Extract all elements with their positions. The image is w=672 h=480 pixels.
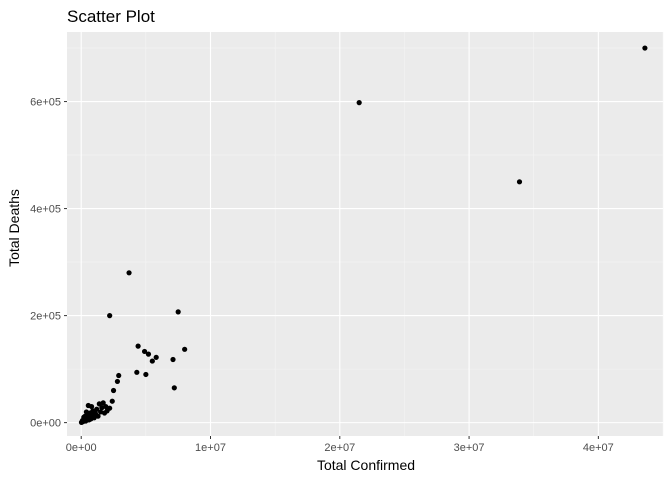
y-tick-label: 6e+05	[30, 97, 61, 109]
data-point	[98, 409, 104, 415]
data-point	[78, 419, 85, 425]
x-tick-label: 3e+07	[454, 442, 485, 454]
x-tick-label: 4e+07	[583, 442, 614, 454]
y-tick-label: 4e+05	[30, 204, 61, 216]
data-point	[134, 369, 140, 375]
minor-gridlines	[67, 32, 664, 436]
data-point	[96, 401, 102, 407]
data-point	[356, 100, 362, 106]
data-point	[170, 356, 176, 363]
data-point	[109, 398, 115, 404]
x-tick-label: 1e+07	[195, 442, 226, 454]
chart-title: Scatter Plot	[67, 7, 155, 26]
y-axis-title: Total Deaths	[6, 189, 22, 267]
data-point	[175, 309, 181, 315]
data-point	[516, 179, 523, 185]
major-gridlines	[67, 32, 663, 436]
y-tick-label: 2e+05	[30, 311, 61, 323]
x-tick-label: 2e+07	[324, 442, 355, 454]
data-point	[114, 378, 121, 385]
data-point	[110, 387, 117, 394]
plot-panel	[67, 32, 663, 436]
data-points	[78, 45, 648, 425]
data-point	[116, 372, 122, 379]
x-axis-title: Total Confirmed	[317, 457, 415, 473]
data-point	[135, 343, 141, 349]
data-point	[126, 270, 132, 276]
data-point	[143, 371, 149, 378]
y-axis: 0e+00 2e+05 4e+05 6e+05	[30, 97, 67, 430]
y-tick-label: 0e+00	[30, 418, 61, 430]
data-point	[99, 405, 105, 411]
data-point	[153, 354, 159, 360]
data-point	[141, 348, 148, 355]
data-point	[149, 358, 155, 364]
x-tick-label: 0e+00	[66, 442, 97, 454]
data-point	[107, 313, 113, 319]
x-axis: 0e+00 1e+07 2e+07 3e+07 4e+07	[66, 436, 614, 454]
data-point	[642, 45, 648, 51]
data-point	[83, 409, 89, 415]
data-point	[171, 385, 177, 391]
data-point	[85, 402, 91, 409]
data-point	[182, 346, 188, 352]
data-point	[145, 351, 152, 357]
